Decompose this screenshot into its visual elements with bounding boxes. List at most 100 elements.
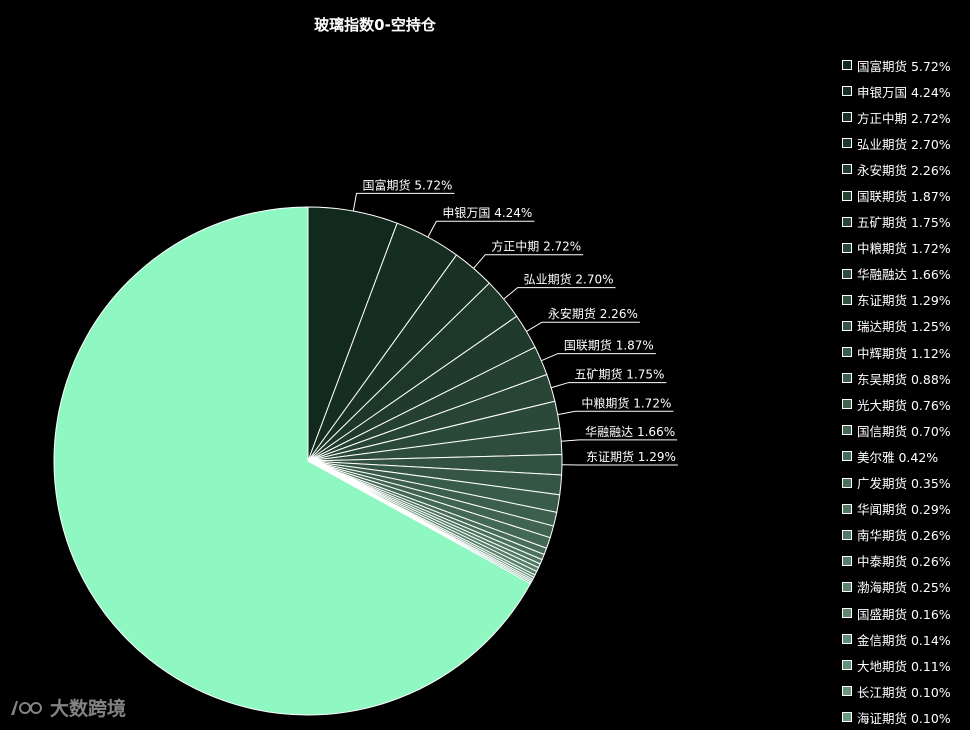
slice-label-line-3	[474, 255, 584, 269]
slice-label-3: 方正中期 2.72%	[491, 239, 581, 254]
legend-item[interactable]: 大地期货 0.11%	[842, 652, 970, 678]
legend-item[interactable]: 永安期货 2.26%	[842, 156, 970, 182]
slice-label-4: 弘业期货 2.70%	[524, 272, 614, 287]
legend-item[interactable]: 国盛期货 0.16%	[842, 600, 970, 626]
legend-label: 华融融达 1.66%	[857, 264, 951, 283]
slice-label-10: 东证期货 1.29%	[586, 449, 676, 464]
legend-label: 国富期货 5.72%	[857, 56, 951, 75]
legend-label: 东证期货 1.29%	[857, 290, 951, 309]
legend-swatch	[842, 295, 852, 305]
legend-label: 五矿期货 1.75%	[857, 212, 951, 231]
legend-label: 瑞达期货 1.25%	[857, 316, 951, 335]
legend-item[interactable]: 广发期货 0.35%	[842, 470, 970, 496]
legend-label: 渤海期货 0.25%	[857, 577, 951, 596]
legend-swatch	[842, 608, 852, 618]
legend-item[interactable]: 弘业期货 2.70%	[842, 130, 970, 156]
legend-label: 方正中期 2.72%	[857, 108, 951, 127]
slice-label-9: 华融融达 1.66%	[585, 425, 675, 439]
legend-swatch	[842, 112, 852, 122]
slice-label-7: 五矿期货 1.75%	[574, 367, 664, 382]
legend-swatch	[842, 164, 852, 174]
legend-swatch	[842, 478, 852, 488]
legend-swatch	[842, 451, 852, 461]
slice-label-line-1	[353, 193, 454, 211]
legend-label: 海证期货 0.10%	[857, 708, 951, 727]
legend-item[interactable]: 光大期货 0.76%	[842, 391, 970, 417]
legend-swatch	[842, 686, 852, 696]
legend-label: 华闻期货 0.29%	[857, 499, 951, 518]
legend-label: 大地期货 0.11%	[857, 656, 951, 675]
legend-swatch	[842, 321, 852, 331]
legend-item[interactable]: 瑞达期货 1.25%	[842, 313, 970, 339]
legend-label: 国信期货 0.70%	[857, 421, 951, 440]
legend-item[interactable]: 华融融达 1.66%	[842, 261, 970, 287]
watermark: 大数跨境	[8, 694, 126, 721]
legend-item[interactable]: 南华期货 0.26%	[842, 522, 970, 548]
slice-label-line-2	[428, 221, 534, 237]
legend-label: 南华期货 0.26%	[857, 525, 951, 544]
legend-item[interactable]: 方正中期 2.72%	[842, 104, 970, 130]
legend-swatch	[842, 530, 852, 540]
legend-item[interactable]: 东吴期货 0.88%	[842, 365, 970, 391]
legend-item[interactable]: 华闻期货 0.29%	[842, 496, 970, 522]
slice-label-1: 国富期货 5.72%	[363, 177, 453, 192]
legend-item[interactable]: 渤海期货 0.25%	[842, 574, 970, 600]
legend-item[interactable]: 申银万国 4.24%	[842, 78, 970, 104]
legend-swatch	[842, 60, 852, 70]
legend-label: 中粮期货 1.72%	[857, 238, 951, 257]
legend-item[interactable]: 国联期货 1.87%	[842, 182, 970, 208]
legend-swatch	[842, 399, 852, 409]
legend-swatch	[842, 243, 852, 253]
legend-swatch	[842, 660, 852, 670]
legend-swatch	[842, 347, 852, 357]
legend-swatch	[842, 504, 852, 514]
legend-swatch	[842, 634, 852, 644]
legend-item[interactable]: 国富期货 5.72%	[842, 52, 970, 78]
slice-label-line-7	[551, 383, 666, 388]
watermark-text: 大数跨境	[50, 694, 126, 721]
slice-label-line-9	[561, 440, 677, 441]
legend-item[interactable]: 国信期货 0.70%	[842, 417, 970, 443]
legend-label: 中辉期货 1.12%	[857, 343, 951, 362]
legend-item[interactable]: 东证期货 1.29%	[842, 287, 970, 313]
legend-label: 申银万国 4.24%	[857, 82, 951, 101]
legend-swatch	[842, 217, 852, 227]
legend-swatch	[842, 138, 852, 148]
legend-label: 中泰期货 0.26%	[857, 551, 951, 570]
legend-item[interactable]: 美尔雅 0.42%	[842, 443, 970, 469]
legend-item[interactable]: 长江期货 0.10%	[842, 678, 970, 704]
legend-label: 永安期货 2.26%	[857, 160, 951, 179]
legend-label: 美尔雅 0.42%	[857, 447, 938, 466]
legend-label: 金信期货 0.14%	[857, 630, 951, 649]
legend-swatch	[842, 191, 852, 201]
legend-swatch	[842, 425, 852, 435]
legend-item[interactable]: 海证期货 0.10%	[842, 704, 970, 730]
slice-label-2: 申银万国 4.24%	[442, 206, 532, 220]
legend-label: 弘业期货 2.70%	[857, 134, 951, 153]
legend-item[interactable]: 中粮期货 1.72%	[842, 235, 970, 261]
slice-label-5: 永安期货 2.26%	[548, 306, 638, 321]
legend-item[interactable]: 金信期货 0.14%	[842, 626, 970, 652]
legend-swatch	[842, 712, 852, 722]
legend-swatch	[842, 582, 852, 592]
big-data-cross-border-logo-icon	[8, 697, 44, 719]
legend-item[interactable]: 五矿期货 1.75%	[842, 209, 970, 235]
legend-swatch	[842, 373, 852, 383]
legend-swatch	[842, 556, 852, 566]
legend-label: 国联期货 1.87%	[857, 186, 951, 205]
slice-label-line-6	[541, 354, 655, 361]
slice-label-line-4	[504, 288, 616, 299]
legend-label: 光大期货 0.76%	[857, 395, 951, 414]
slice-label-line-8	[558, 411, 674, 414]
legend-item[interactable]: 中泰期货 0.26%	[842, 548, 970, 574]
legend: 国富期货 5.72% 申银万国 4.24% 方正中期 2.72% 弘业期货 2.70%…	[842, 52, 970, 730]
slice-label-6: 国联期货 1.87%	[564, 338, 654, 353]
legend-item[interactable]: 中辉期货 1.12%	[842, 339, 970, 365]
legend-label: 广发期货 0.35%	[857, 473, 951, 492]
legend-label: 国盛期货 0.16%	[857, 604, 951, 623]
legend-label: 东吴期货 0.88%	[857, 369, 951, 388]
slice-label-line-5	[526, 322, 639, 331]
legend-swatch	[842, 86, 852, 96]
slice-label-8: 中粮期货 1.72%	[581, 395, 671, 410]
